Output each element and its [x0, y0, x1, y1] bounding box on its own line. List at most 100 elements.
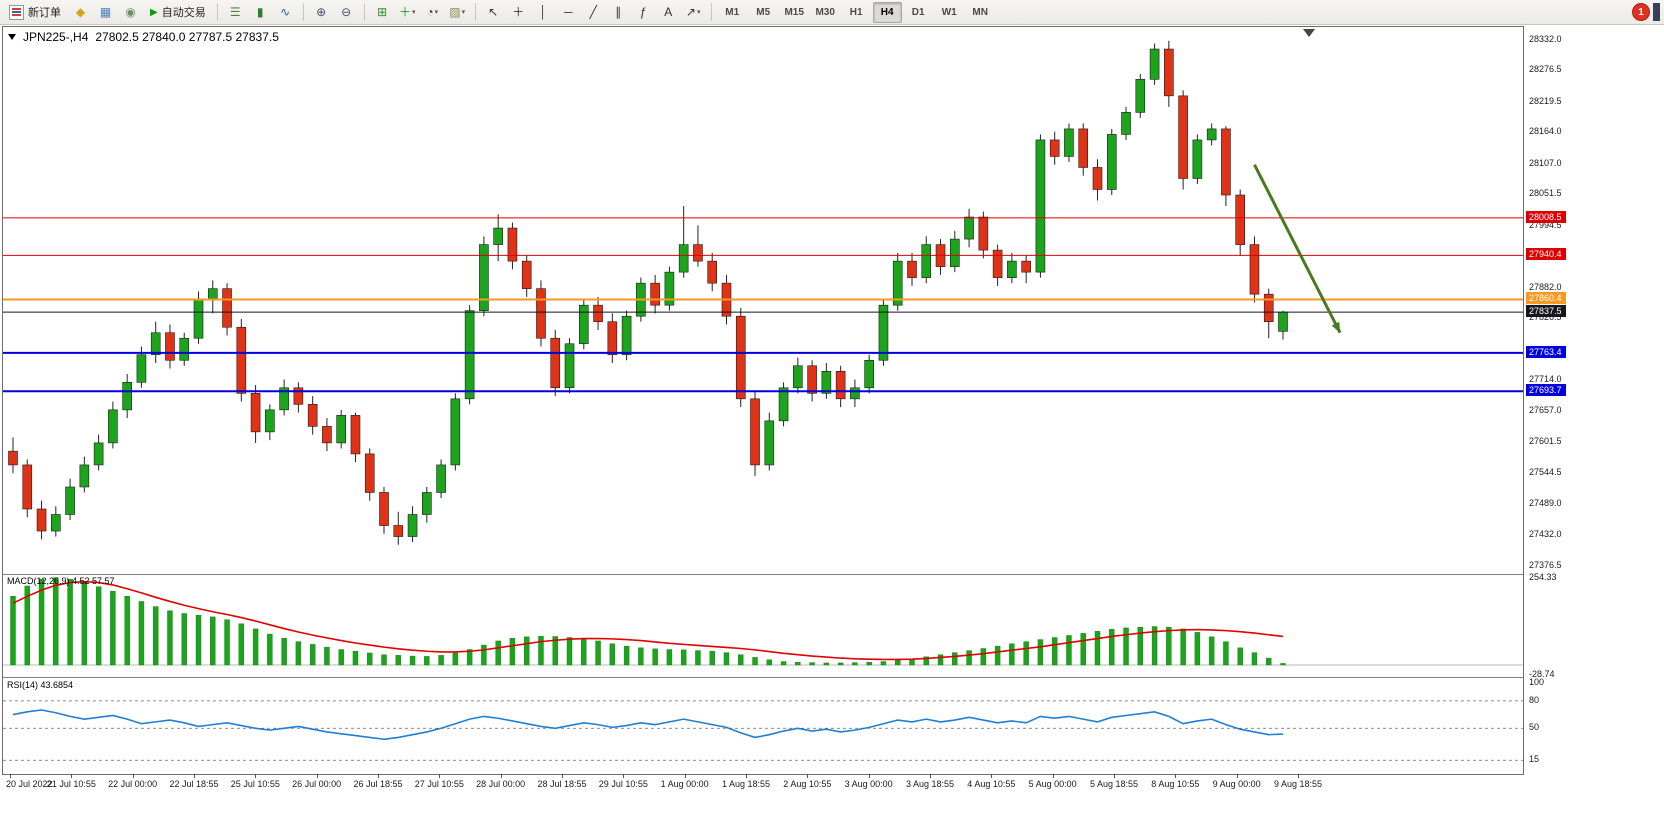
time-axis-tick	[1298, 774, 1299, 778]
time-axis-label: 26 Jul 00:00	[292, 779, 342, 789]
time-axis[interactable]: 20 Jul 2022 21 Jul 10:55 22 Jul 00:00 22 Ju…	[2, 774, 1542, 793]
time-axis-tick	[868, 774, 870, 778]
price-axis-label: -28.74	[1529, 668, 1555, 679]
price-axis-label: 27994.5	[1529, 219, 1562, 230]
time-axis-label: 27 Jul 10:55	[414, 779, 464, 789]
price-axis-label: 27376.5	[1529, 560, 1562, 570]
time-axis-tick	[10, 774, 11, 778]
time-axis-tick	[1236, 774, 1238, 778]
time-axis-label: 20 Jul 2022	[6, 779, 53, 789]
tile-windows-button[interactable]: ⊞	[370, 1, 395, 23]
indicators-button[interactable]: ＋ ▾	[395, 1, 420, 23]
price-axis-label: 27882.0	[1529, 281, 1562, 292]
new-order-icon	[9, 4, 24, 20]
time-axis-tick	[439, 774, 441, 778]
zoom-out-icon: ⊖	[341, 5, 352, 19]
chevron-down-icon[interactable]: ▾	[696, 8, 701, 16]
timeframe-button-m1[interactable]: M1	[725, 6, 740, 18]
price-axis-label: 27601.5	[1529, 436, 1562, 447]
templates-button[interactable]: ▨ ▾	[445, 1, 470, 23]
new-chart-icon: ◆	[75, 5, 86, 19]
trendline-button[interactable]: ╱	[581, 1, 606, 23]
time-axis-label: 26 Jul 18:55	[353, 779, 403, 789]
window-corner-control[interactable]	[1653, 3, 1660, 21]
bar-chart-button[interactable]: ☰	[223, 1, 248, 23]
timeframe-button-mn[interactable]: MN	[972, 6, 988, 18]
toolbar: 新订单 ◆ ▦ ◉ ▶ 自动交易 ☰ ▮ ∿ ⊕ ⊖ ⊞ ＋ ▾ ◔ ▾ ▨ ▾ ↖ ＋ │ ─ ╱ ∥ ƒ A ↗ ▾…	[0, 0, 1664, 25]
time-axis-label: 28 Jul 00:00	[476, 779, 526, 789]
price-axis-label: 15	[1529, 754, 1540, 765]
price-axis-label: 80	[1529, 694, 1540, 705]
new-order-button[interactable]: 新订单	[3, 2, 67, 22]
chevron-down-icon[interactable]: ▾	[461, 8, 466, 16]
time-axis-label: 29 Jul 10:55	[598, 779, 648, 789]
vertical-line-button[interactable]: │	[531, 1, 556, 23]
chevron-down-icon[interactable]: ▾	[434, 8, 439, 16]
periods-button[interactable]: ◔ ▾	[420, 1, 445, 23]
timeframe-button-m30[interactable]: M30	[815, 6, 835, 18]
panel-divider[interactable]	[3, 677, 1523, 678]
macd-label: MACD(12,26,9) 4.52 57.57	[7, 576, 115, 586]
time-axis-tick	[132, 774, 134, 778]
cursor-button[interactable]: ↖	[481, 1, 506, 23]
macd-histogram	[10, 577, 1286, 666]
timeframe-button-d1[interactable]: D1	[911, 6, 925, 18]
chart-title: JPN225-,H4 27802.5 27840.0 27787.5 27837…	[8, 30, 279, 44]
notification-badge[interactable]: 1	[1633, 4, 1649, 20]
templates-icon: ▨	[449, 5, 461, 19]
timeframe-button-h1[interactable]: H1	[849, 6, 863, 18]
bar-chart-icon: ☰	[229, 5, 241, 19]
fibonacci-button[interactable]: ƒ	[631, 1, 656, 23]
chevron-down-icon[interactable]: ▾	[411, 8, 416, 16]
time-axis-tick	[194, 774, 195, 778]
profiles-button[interactable]: ▦	[93, 1, 118, 23]
rsi-line	[12, 709, 1284, 741]
zoom-in-button[interactable]: ⊕	[309, 1, 334, 23]
horizontal-line-button[interactable]: ─	[556, 1, 581, 23]
line-chart-button[interactable]: ∿	[273, 1, 298, 23]
autotrading-button[interactable]: ▶ 自动交易	[144, 2, 212, 22]
line-chart-icon: ∿	[280, 5, 291, 19]
price-line-badge: 27693.7	[1526, 384, 1566, 397]
time-axis-label: 5 Aug 00:00	[1028, 779, 1077, 789]
price-axis-label: 27432.0	[1529, 529, 1562, 540]
price-axis[interactable]: 28332.0 28276.5 28219.5 28164.0 28107.0 28051…	[1525, 26, 1662, 775]
candlestick-chart-button[interactable]: ▮	[248, 1, 273, 23]
zoom-out-button[interactable]: ⊖	[334, 1, 359, 23]
text-button[interactable]: A	[656, 1, 681, 23]
crosshair-button[interactable]: ＋	[506, 1, 531, 23]
timeframe-button-m5[interactable]: M5	[756, 6, 771, 18]
chart-collapse-icon[interactable]	[8, 34, 16, 40]
macd-signal-line	[12, 580, 1284, 661]
chart-symbol-period: JPN225-,H4	[23, 30, 89, 44]
chart-shift-marker-icon[interactable]	[1303, 29, 1315, 37]
channel-button[interactable]: ∥	[606, 1, 631, 23]
time-axis-tick	[562, 774, 563, 778]
toolbar-group-zoom: ⊕ ⊖	[309, 1, 359, 23]
data-window-button[interactable]: ◉	[118, 1, 143, 23]
toolbar-separator	[216, 3, 218, 21]
price-axis-label: 254.33	[1529, 571, 1557, 582]
macd-panel[interactable]	[3, 575, 1523, 677]
panel-divider[interactable]	[3, 574, 1523, 575]
toolbar-separator	[302, 3, 304, 21]
toolbar-group-drawing-tools: ↖ ＋ │ ─ ╱ ∥ ƒ A ↗ ▾	[481, 1, 706, 23]
time-axis-label: 9 Aug 18:55	[1273, 779, 1323, 789]
chart-canvas[interactable]	[3, 27, 1523, 774]
rsi-panel[interactable]	[3, 678, 1523, 774]
timeframe-button-h4[interactable]: H4	[872, 1, 902, 23]
arrows-button[interactable]: ↗ ▾	[681, 1, 706, 23]
time-axis-tick	[684, 774, 686, 778]
text-icon: A	[664, 5, 673, 19]
candlestick-chart-icon: ▮	[256, 5, 264, 19]
timeframe-button-w1[interactable]: W1	[941, 6, 957, 18]
time-axis-tick	[71, 774, 73, 778]
time-axis-tick	[255, 774, 257, 778]
price-line-badge: 27837.5	[1526, 305, 1566, 318]
new-chart-button[interactable]: ◆	[68, 1, 93, 23]
price-axis-label: 28219.5	[1529, 95, 1562, 106]
channel-icon: ∥	[615, 5, 622, 19]
timeframe-button-m15[interactable]: M15	[784, 6, 804, 18]
trend-arrow[interactable]	[1253, 164, 1342, 334]
